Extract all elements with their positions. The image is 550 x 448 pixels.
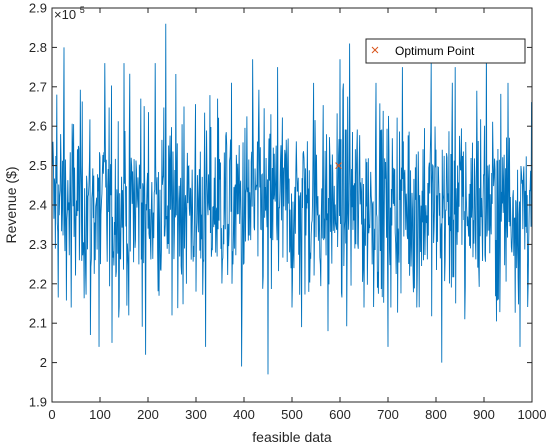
x-tick-label: 600 (329, 407, 351, 422)
y-tick-label: 2.6 (29, 119, 47, 134)
legend: Optimum Point (365, 38, 526, 64)
x-axis-label: feasible data (252, 429, 332, 445)
x-tick-label: 700 (377, 407, 399, 422)
x-tick-label: 300 (185, 407, 207, 422)
legend-box (365, 38, 526, 64)
y-tick-label: 2.8 (29, 40, 47, 55)
x-tick-label: 900 (473, 407, 495, 422)
x-tick-label: 1000 (518, 407, 547, 422)
revenue-series-line (52, 23, 533, 375)
y-tick-label: 2.2 (29, 276, 47, 291)
series-layer (52, 23, 533, 375)
x-tick-label: 200 (137, 407, 159, 422)
x-axis-ticks: 0 100 200 300 400 500 600 700 800 900 1000 (48, 8, 546, 422)
y-axis-label: Revenue ($) (3, 166, 19, 243)
y-tick-label: 1.9 (29, 395, 47, 410)
y-tick-label: 2.5 (29, 158, 47, 173)
x-tick-label: 800 (425, 407, 447, 422)
y-axis-exponent-base: ×10 (54, 7, 76, 22)
y-tick-label: 2.1 (29, 316, 47, 331)
y-tick-label: 2.4 (29, 198, 47, 213)
y-tick-label: 2.9 (29, 1, 47, 16)
y-tick-label: 2 (40, 355, 47, 370)
x-tick-label: 400 (233, 407, 255, 422)
legend-x-marker-icon (371, 46, 379, 54)
y-tick-label: 2.7 (29, 79, 47, 94)
x-tick-label: 500 (281, 407, 303, 422)
y-axis-ticks: 1.9 2 2.1 2.2 2.3 2.4 2.5 2.6 2.7 2.8 2.9 (29, 1, 532, 410)
marker-layer (335, 162, 342, 169)
y-axis-exponent: ×10 5 (54, 5, 85, 22)
x-tick-label: 0 (48, 407, 55, 422)
x-tick-label: 100 (89, 407, 111, 422)
legend-label-optimum-point: Optimum Point (395, 44, 475, 58)
optimum-point-marker (335, 162, 342, 169)
y-tick-label: 2.3 (29, 237, 47, 252)
y-axis-exponent-power: 5 (80, 5, 85, 15)
